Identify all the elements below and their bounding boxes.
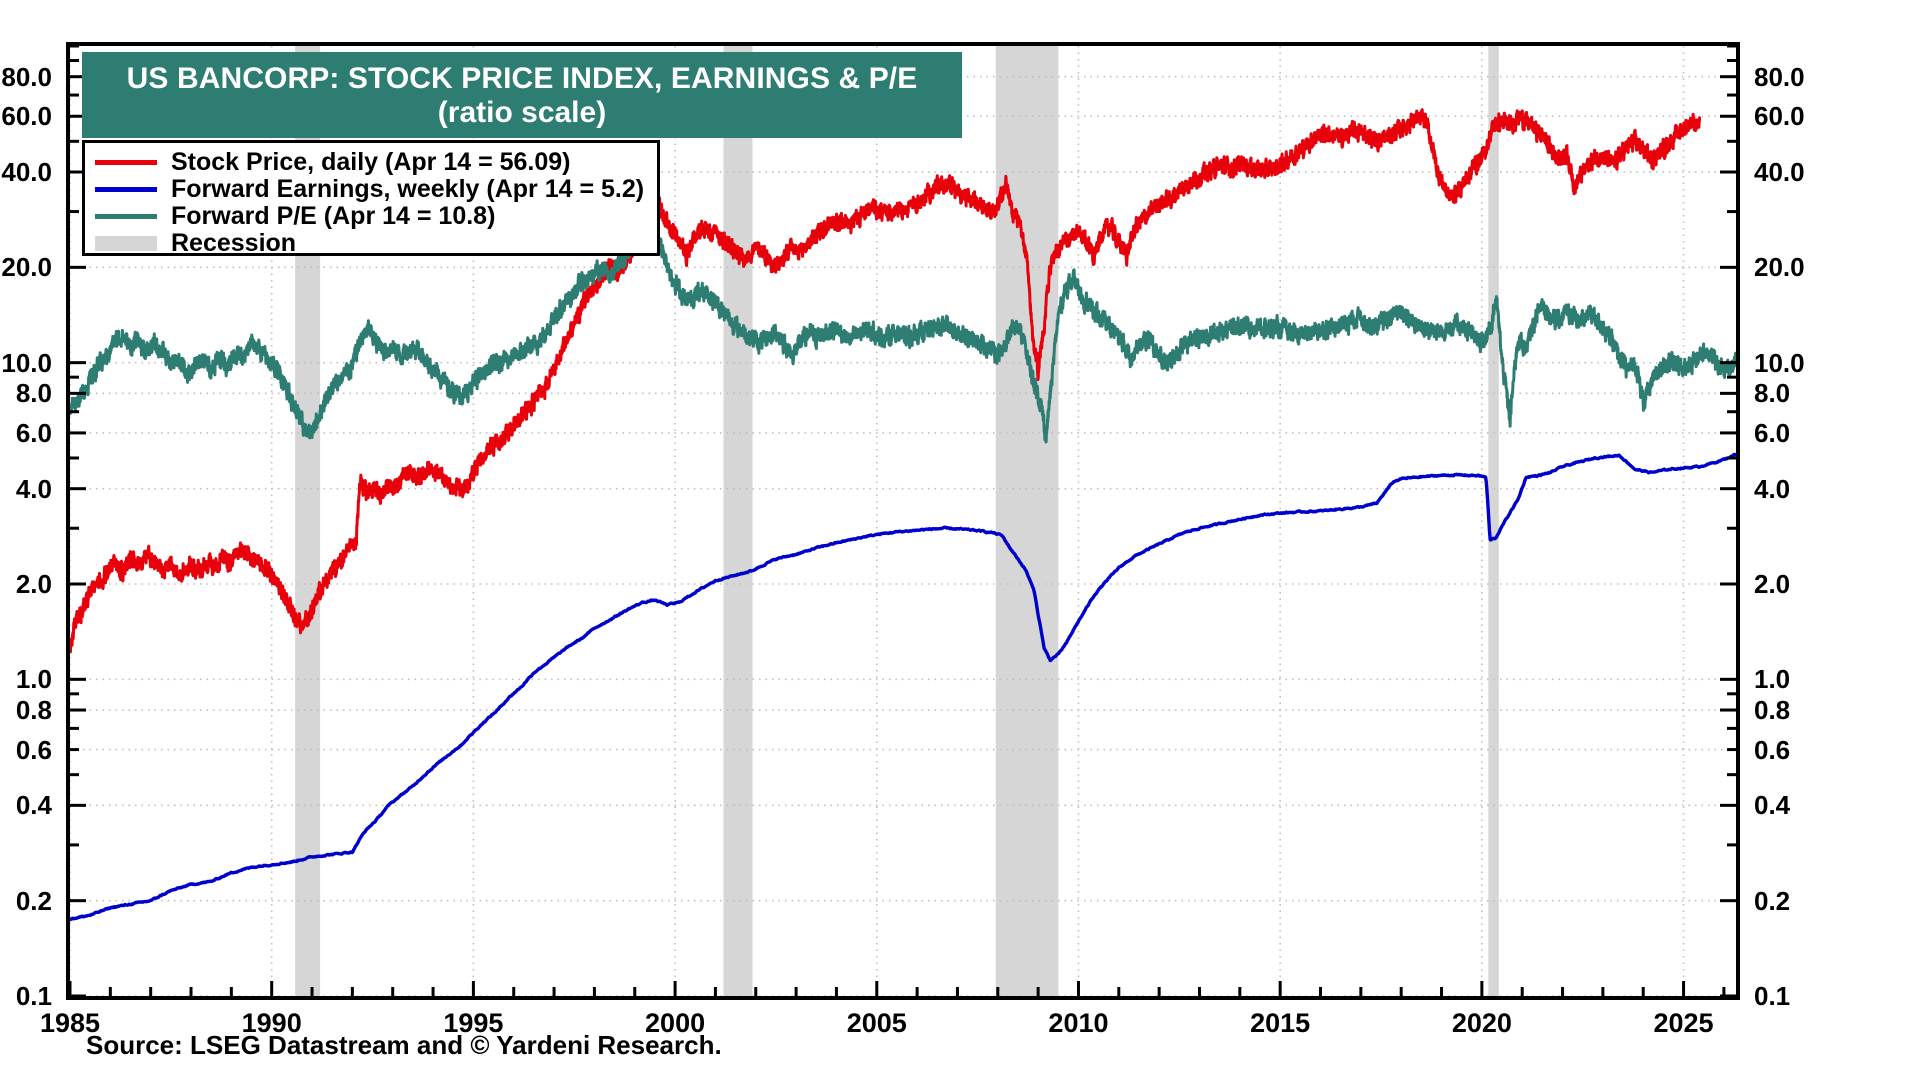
x-axis-tick-label: 2010 [1048, 1008, 1109, 1038]
legend-item-label: Stock Price, daily (Apr 14 = 56.09) [171, 147, 571, 176]
y-axis-tick-label: 80.0 [1, 61, 52, 92]
y-axis-tick-label: 10.0 [1754, 347, 1805, 378]
y-axis-tick-label: 80.0 [1754, 61, 1805, 92]
series-line [70, 452, 1736, 922]
legend-line-swatch [95, 186, 157, 192]
y-axis-tick-label: 1.0 [15, 664, 52, 695]
y-axis-tick-label: 60.0 [1754, 101, 1805, 132]
y-axis-tick-label: 0.8 [1754, 695, 1791, 726]
y-axis-tick-label: 8.0 [1754, 378, 1791, 409]
x-axis-tick-label: 1985 [39, 1008, 101, 1038]
plot-area [66, 42, 1740, 1000]
y-axis-tick-label: 20.0 [1754, 252, 1805, 283]
chart-legend: Stock Price, daily (Apr 14 = 56.09) Forwa… [82, 140, 660, 256]
y-axis-tick-label: 4.0 [1754, 473, 1791, 504]
x-axis-tick-label: 2000 [645, 1008, 706, 1038]
page-title: US BANCORP: STOCK PRICE INDEX, EARNINGS … [126, 62, 918, 96]
series-line [70, 108, 1702, 654]
y-axis-tick-label: 2.0 [1754, 569, 1791, 599]
x-axis-tick-label: 1995 [443, 1008, 504, 1038]
legend-item-label: Forward P/E (Apr 14 = 10.8) [171, 201, 496, 230]
legend-band-swatch [95, 235, 157, 251]
source-note: Source: LSEG Datastream and © Yardeni Re… [86, 1030, 722, 1060]
y-axis-tick-label: 0.6 [1754, 734, 1791, 765]
y-axis-tick-label: 2.0 [15, 569, 52, 599]
legend-line-swatch [95, 213, 157, 219]
y-axis-tick-label: 0.2 [1754, 885, 1791, 916]
recession-band [723, 46, 753, 996]
x-axis-tick-label: 2015 [1250, 1008, 1311, 1038]
y-axis-tick-label: 0.1 [1754, 981, 1791, 1011]
y-axis-tick-label: 8.0 [15, 378, 52, 409]
y-axis-tick-label: 4.0 [15, 473, 52, 504]
y-axis-tick-label: 0.8 [15, 695, 52, 726]
legend-item: Recession [95, 230, 657, 256]
x-axis-tick-label: 2025 [1653, 1008, 1714, 1038]
chart-title-banner: US BANCORP: STOCK PRICE INDEX, EARNINGS … [82, 52, 962, 138]
y-axis-tick-label: 0.6 [15, 734, 52, 765]
y-axis-tick-label: 0.2 [15, 885, 52, 916]
x-axis-tick-label: 2005 [846, 1008, 907, 1038]
series-line [70, 212, 1736, 444]
y-axis-tick-label: 40.0 [1754, 157, 1805, 187]
legend-item: Forward P/E (Apr 14 = 10.8) [95, 203, 657, 229]
legend-item: Stock Price, daily (Apr 14 = 56.09) [95, 149, 657, 175]
y-axis-tick-label: 10.0 [1, 347, 52, 378]
legend-item-label: Forward Earnings, weekly (Apr 14 = 5.2) [171, 174, 645, 203]
y-axis-tick-label: 40.0 [1, 157, 52, 187]
y-axis-tick-label: 1.0 [1754, 664, 1791, 695]
y-axis-tick-label: 0.4 [1754, 790, 1791, 821]
x-axis-tick-label: 1990 [241, 1008, 302, 1038]
legend-item: Forward Earnings, weekly (Apr 14 = 5.2) [95, 176, 657, 202]
recession-band [995, 46, 1059, 996]
legend-item-label: Recession [171, 228, 297, 257]
x-axis-tick-label: 2020 [1451, 1008, 1512, 1038]
recession-band [1488, 46, 1499, 996]
y-axis-tick-label: 6.0 [1754, 417, 1791, 448]
y-axis-tick-label: 20.0 [1, 252, 52, 283]
y-axis-tick-label: 0.1 [15, 981, 52, 1011]
y-axis-tick-label: 0.4 [15, 790, 52, 821]
chart-subtitle: (ratio scale) [437, 96, 607, 129]
y-axis-tick-label: 6.0 [15, 417, 52, 448]
y-axis-tick-label: 60.0 [1, 101, 52, 132]
legend-line-swatch [95, 159, 157, 165]
